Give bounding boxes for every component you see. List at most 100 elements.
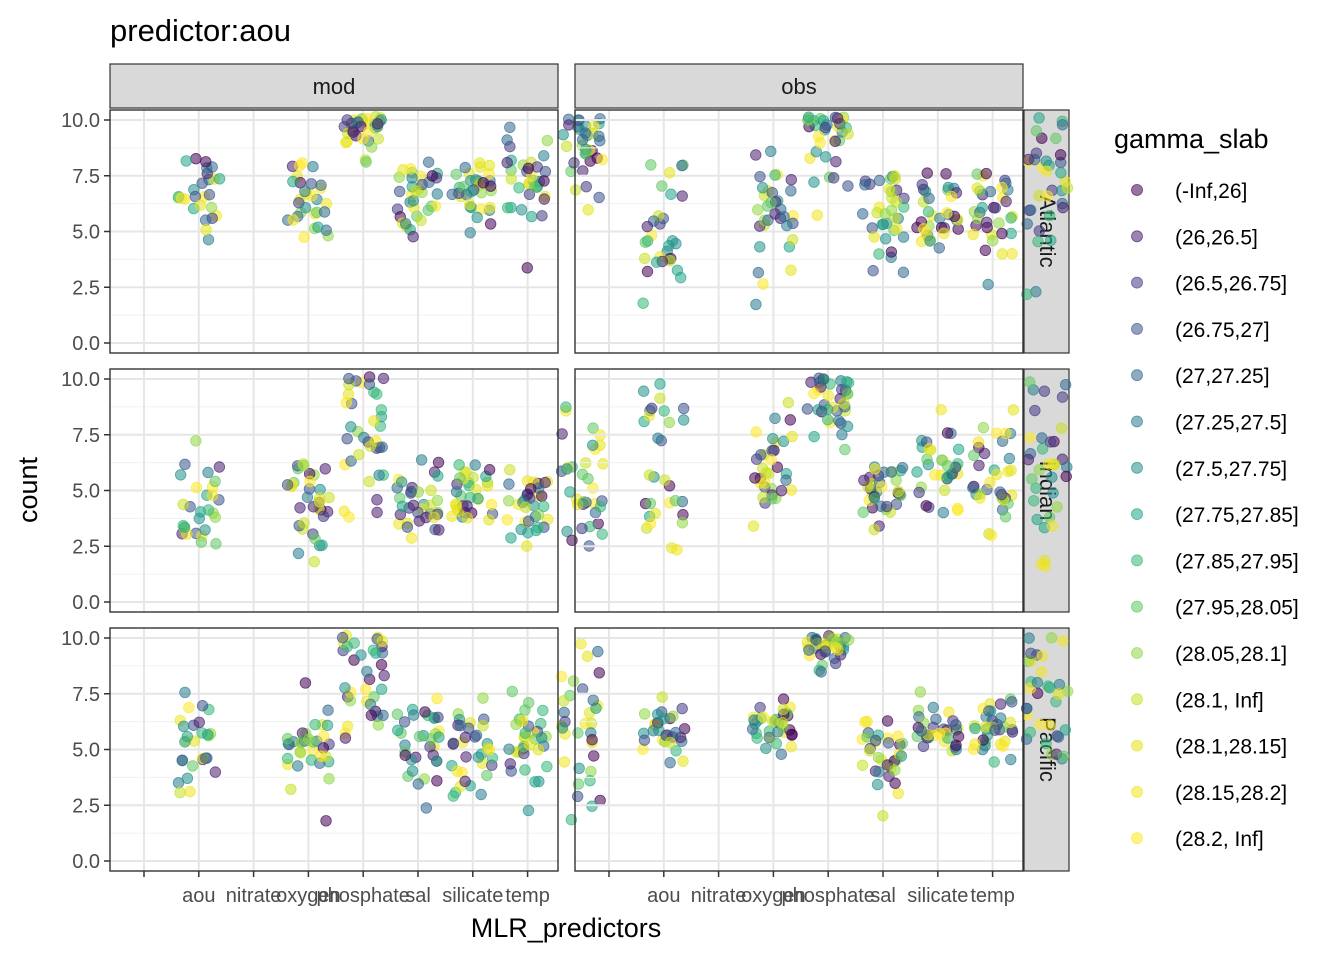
data-point [1057,201,1069,214]
data-point [841,388,854,400]
legend-label: (28.2, Inf] [1175,828,1264,851]
data-point [352,116,364,128]
data-point [199,214,212,226]
data-point [1038,385,1051,397]
data-point [304,475,316,488]
y-tick-label: 10.0 [61,110,100,132]
data-point [194,199,207,211]
data-point [426,170,438,182]
data-point [1005,753,1017,766]
data-point [172,777,185,789]
data-point [378,669,390,682]
data-point [649,507,662,520]
data-point [868,492,881,504]
data-point [364,440,377,452]
data-point [1029,404,1041,417]
data-point [841,420,854,433]
data-point [561,463,573,475]
data-point [1022,453,1035,466]
data-point [336,631,349,644]
data-point [941,207,953,219]
data-point [858,474,870,487]
data-point [644,497,657,510]
data-point [843,634,855,646]
data-point [1047,487,1059,499]
data-point [676,190,688,202]
data-point [879,233,892,245]
data-point [190,435,202,447]
data-point [177,498,189,511]
data-point [771,461,784,473]
data-point [972,436,985,448]
data-point [999,511,1012,523]
legend-entry: (27.75,27.85] [1131,504,1299,527]
data-point [433,731,445,743]
y-tick-label: 0.0 [72,851,100,873]
legend-entry: (28.05,28.1] [1131,643,1287,666]
y-axis-title: count [13,456,43,523]
data-point [1005,212,1017,224]
data-point [576,522,588,535]
data-point [358,431,370,444]
data-point [869,734,882,747]
data-point [677,755,689,767]
data-point [997,740,1009,752]
data-point [664,736,677,749]
legend-key [1131,739,1143,752]
data-point [376,441,388,453]
data-point [808,387,820,400]
data-point [765,196,777,209]
data-point [584,775,596,787]
data-point [375,658,388,671]
data-point [396,500,409,513]
data-point [676,702,688,715]
legend-entry: (28.2, Inf] [1131,828,1264,851]
data-point [664,756,676,769]
data-point [1055,422,1068,434]
data-point [995,488,1008,501]
data-point [202,233,215,246]
data-point [301,491,314,503]
data-point [391,708,404,720]
data-point [1059,378,1072,391]
x-tick-label: temp [970,885,1014,907]
data-point [564,486,576,498]
data-point [469,459,481,471]
data-point [967,743,980,755]
data-point [1033,112,1045,124]
data-point [924,235,936,247]
data-point [399,749,411,761]
data-point [1005,464,1017,477]
data-point [501,134,513,146]
data-point [481,769,493,782]
y-tick-label: 2.5 [72,795,100,817]
data-point [556,722,569,734]
data-point [525,210,538,223]
data-point [587,422,599,434]
data-point [895,750,908,762]
data-point [1033,225,1046,237]
data-point [504,464,516,476]
data-point [766,493,778,505]
data-point [666,235,679,247]
panel-mod-indian: 0.0 2.5 5.0 7.5 10.0 [61,368,609,614]
data-point [651,708,664,721]
data-point [460,751,472,763]
data-point [596,153,608,166]
data-point [641,235,654,247]
data-point [432,456,445,469]
data-point [392,724,404,736]
data-point [565,814,578,826]
data-point [676,159,688,172]
data-point [179,736,191,748]
data-point [1034,718,1046,731]
data-point [646,402,658,415]
data-point [558,756,571,768]
data-point [320,815,332,827]
data-point [588,750,600,762]
data-point [515,523,527,536]
data-point [979,721,992,733]
data-point [566,534,578,546]
data-point [644,517,657,530]
data-point [433,524,445,536]
